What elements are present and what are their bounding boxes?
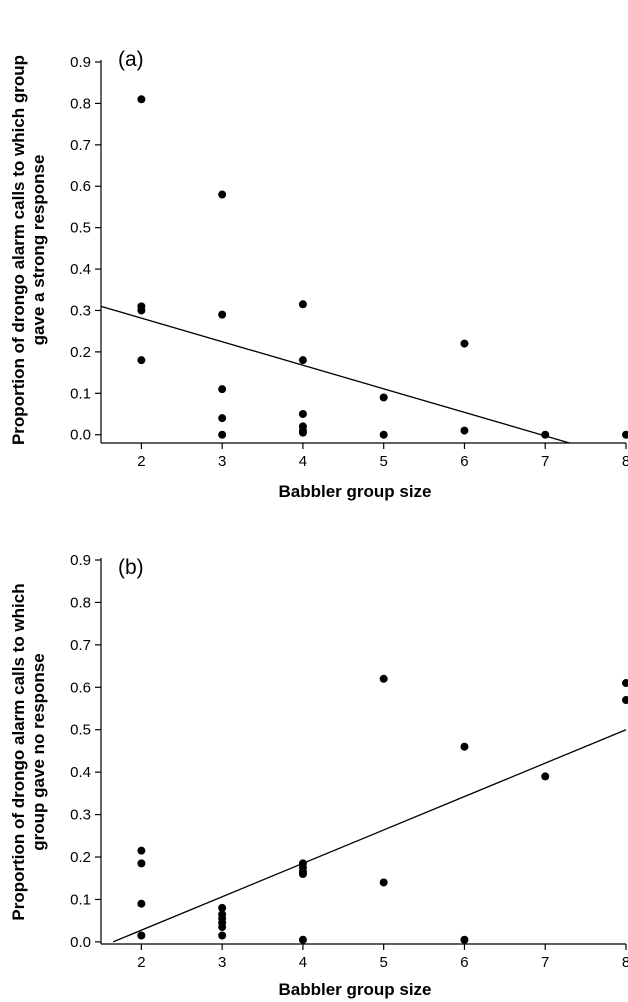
x-axis-label: Babbler group size	[278, 482, 431, 501]
data-point	[137, 846, 146, 855]
x-axis-label: Babbler group size	[278, 980, 431, 999]
y-axis-label-line-2: group gave no response	[29, 653, 48, 850]
data-point	[298, 410, 307, 419]
panel-a: Proportion of drongo alarm calls to whic…	[9, 48, 628, 501]
data-point	[137, 95, 146, 104]
x-tick-label: 6	[460, 453, 468, 470]
data-point	[298, 300, 307, 309]
y-tick-label: 0.2	[70, 344, 91, 361]
y-tick-label: 0.5	[70, 220, 91, 237]
data-point	[218, 931, 227, 940]
y-tick-label: 0.5	[70, 722, 91, 739]
data-point	[218, 903, 227, 912]
data-point	[622, 679, 628, 688]
regression-line	[112, 729, 627, 943]
x-tick-label: 7	[541, 453, 549, 470]
x-tick-label: 8	[622, 954, 628, 971]
data-point	[218, 385, 227, 394]
y-tick-label: 0.3	[70, 302, 91, 319]
y-axis-label-line-1: Proportion of drongo alarm calls to whic…	[9, 55, 28, 445]
data-point	[541, 430, 550, 439]
data-point	[460, 339, 469, 348]
y-tick-label: 0.1	[70, 385, 91, 402]
y-tick-label: 0.8	[70, 594, 91, 611]
y-tick-label: 0.7	[70, 637, 91, 654]
y-tick-label: 0.2	[70, 849, 91, 866]
x-tick-label: 5	[380, 453, 388, 470]
data-point	[379, 430, 388, 439]
panel-label: (a)	[118, 48, 144, 71]
data-point	[460, 935, 469, 944]
regression-line	[100, 305, 570, 444]
y-tick-label: 0.6	[70, 178, 91, 195]
y-tick-label: 0.4	[70, 764, 91, 781]
x-tick-label: 6	[460, 954, 468, 971]
y-tick-label: 0.9	[70, 552, 91, 569]
y-axis-label-line-1: Proportion of drongo alarm calls to whic…	[9, 583, 28, 920]
data-point	[541, 772, 550, 781]
y-tick-label: 0.1	[70, 891, 91, 908]
y-tick-label: 0.4	[70, 261, 91, 278]
data-point	[379, 878, 388, 887]
y-tick-label: 0.8	[70, 95, 91, 112]
x-tick-label: 2	[137, 954, 145, 971]
panel-b: Proportion of drongo alarm calls to whic…	[9, 552, 628, 999]
x-tick-label: 5	[380, 954, 388, 971]
data-point	[460, 426, 469, 435]
data-point	[137, 931, 146, 940]
y-tick-label: 0.0	[70, 934, 91, 951]
panel-label: (b)	[118, 556, 144, 579]
y-tick-label: 0.6	[70, 679, 91, 696]
data-point	[218, 923, 227, 932]
data-point	[379, 393, 388, 402]
y-tick-label: 0.9	[70, 54, 91, 71]
x-tick-label: 4	[299, 453, 307, 470]
y-tick-label: 0.0	[70, 427, 91, 444]
x-tick-label: 8	[622, 453, 628, 470]
y-tick-label: 0.7	[70, 137, 91, 154]
x-tick-label: 3	[218, 453, 226, 470]
data-point	[622, 696, 628, 705]
data-point	[218, 414, 227, 423]
y-axis-label-line-2: gave a strong response	[29, 155, 48, 346]
data-point	[298, 935, 307, 944]
y-tick-label: 0.3	[70, 807, 91, 824]
x-tick-label: 4	[299, 954, 307, 971]
data-point	[218, 430, 227, 439]
data-point	[137, 306, 146, 315]
data-point	[298, 356, 307, 365]
data-point	[218, 310, 227, 319]
data-point	[137, 356, 146, 365]
data-point	[298, 428, 307, 437]
data-point	[379, 674, 388, 683]
x-tick-label: 3	[218, 954, 226, 971]
x-tick-label: 2	[137, 453, 145, 470]
data-point	[137, 859, 146, 868]
data-point	[218, 190, 227, 199]
data-point	[298, 869, 307, 878]
data-point	[622, 430, 628, 439]
x-tick-label: 7	[541, 954, 549, 971]
data-point	[460, 742, 469, 751]
data-point	[137, 899, 146, 908]
